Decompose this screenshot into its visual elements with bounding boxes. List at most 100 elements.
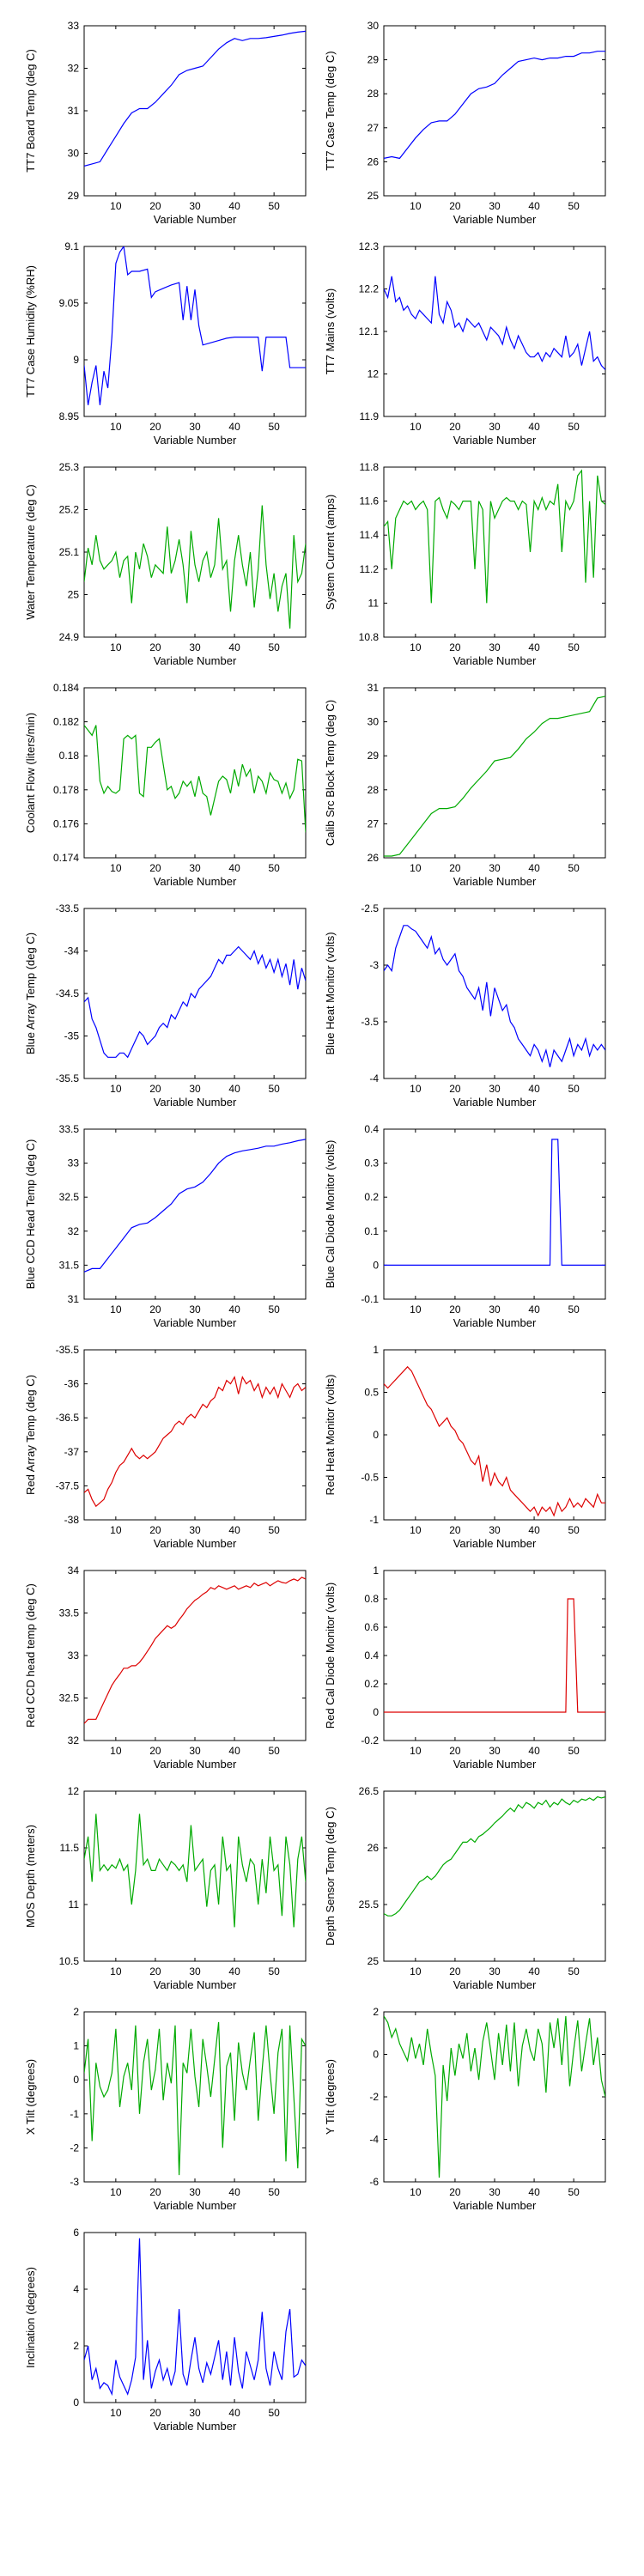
axes-frame: [83, 908, 307, 1079]
data-series-line: [384, 276, 605, 371]
x-axis-label: Variable Number: [453, 1316, 537, 1329]
axes-frame: [383, 1349, 606, 1521]
y-tick-label: 29: [368, 54, 380, 66]
x-tick-label: 20: [149, 421, 161, 433]
y-tick-label: -33.5: [56, 902, 80, 914]
x-axis-label: Variable Number: [154, 213, 237, 226]
x-tick-label: 10: [410, 1303, 422, 1315]
x-tick-label: 20: [149, 200, 161, 212]
y-tick-label: 12.1: [359, 325, 380, 337]
data-series-line: [84, 1577, 306, 1724]
x-tick-label: 20: [449, 641, 461, 653]
y-tick-label: 24.9: [59, 631, 80, 643]
chart-panel: 10 20 30 40 50 -38 -37.5 -37 -36.5 -36 -35.5 Variab…: [24, 1344, 307, 1550]
axes-frame: [83, 1790, 307, 1962]
x-tick-label: 50: [268, 2407, 280, 2419]
y-tick-label: 11: [69, 1899, 80, 1911]
x-tick-label: 30: [489, 641, 501, 653]
y-tick-label: 9: [73, 354, 79, 366]
y-axis-label: TT7 Case Temp (deg C): [324, 51, 337, 170]
x-axis-label: Variable Number: [453, 434, 537, 447]
y-tick-label: 28: [368, 784, 380, 796]
y-tick-label: -2.5: [361, 902, 379, 914]
x-tick-label: 40: [228, 200, 240, 212]
y-tick-label: 25: [368, 190, 380, 202]
x-tick-label: 30: [189, 421, 201, 433]
y-tick-label: 31: [68, 1293, 80, 1305]
y-tick-label: 4: [73, 2283, 79, 2295]
axes-frame: [383, 466, 606, 638]
data-series-line: [84, 1814, 306, 1928]
y-tick-label: 2: [373, 2006, 379, 2018]
y-axis-label: Blue CCD Head Temp (deg C): [24, 1139, 37, 1290]
x-tick-label: 10: [110, 2407, 122, 2419]
x-tick-label: 30: [489, 1303, 501, 1315]
x-tick-label: 20: [449, 200, 461, 212]
data-series-line: [84, 1139, 306, 1273]
x-tick-label: 20: [449, 1965, 461, 1978]
y-tick-label: 0.4: [364, 1649, 379, 1662]
y-axis-label: Water Temperature (deg C): [24, 484, 37, 620]
axes-frame: [83, 1570, 307, 1741]
x-tick-label: 40: [228, 862, 240, 874]
y-tick-label: -37.5: [56, 1479, 80, 1492]
x-tick-label: 40: [228, 1083, 240, 1095]
y-tick-label: 32.5: [59, 1692, 80, 1704]
y-tick-label: 0.174: [53, 852, 79, 864]
x-tick-label: 10: [410, 1524, 422, 1536]
x-tick-label: 20: [149, 2186, 161, 2198]
y-tick-label: -3.5: [361, 1016, 379, 1028]
data-series-line: [384, 51, 605, 160]
x-tick-label: 30: [189, 1745, 201, 1757]
data-series-line: [84, 246, 306, 405]
y-axis-label: Blue Heat Monitor (volts): [324, 932, 337, 1054]
y-tick-label: 25.3: [59, 461, 80, 473]
y-axis-label: Y Tilt (degrees): [324, 2059, 337, 2135]
x-tick-label: 50: [268, 1745, 280, 1757]
y-tick-label: 31.5: [59, 1259, 80, 1271]
y-tick-label: 2: [73, 2006, 79, 2018]
x-tick-label: 30: [489, 1524, 501, 1536]
y-tick-label: 30: [368, 716, 380, 728]
data-series-line: [384, 696, 605, 857]
x-tick-label: 50: [568, 1745, 580, 1757]
y-tick-label: -4: [369, 1072, 379, 1084]
y-tick-label: 0.18: [59, 750, 80, 762]
x-axis-label: Variable Number: [154, 434, 237, 447]
y-tick-label: 29: [368, 750, 380, 762]
data-series-line: [384, 1139, 605, 1267]
y-tick-label: 0.176: [53, 817, 79, 829]
y-axis-label: Calib Src Block Temp (deg C): [324, 700, 337, 846]
x-axis-label: Variable Number: [154, 1758, 237, 1771]
y-tick-label: 0.4: [364, 1123, 379, 1135]
data-series-line: [84, 2238, 306, 2397]
y-tick-label: 25.5: [359, 1899, 380, 1911]
y-tick-label: 0.5: [364, 1387, 379, 1399]
chart-panel: 10 20 30 40 50 -35.5 -35 -34.5 -34 -33.5 Variable …: [24, 902, 307, 1109]
x-tick-label: 20: [149, 862, 161, 874]
y-tick-label: -35.5: [56, 1072, 80, 1084]
chart-panel: 10 20 30 40 50 10.8 11 11.2 11.4 11.6 11.8 Variable…: [324, 461, 606, 667]
y-axis-label: TT7 Mains (volts): [324, 289, 337, 374]
y-tick-label: 10.8: [359, 631, 380, 643]
y-tick-label: -34.5: [56, 987, 80, 999]
y-tick-label: -0.2: [361, 1735, 379, 1747]
x-tick-label: 40: [228, 1303, 240, 1315]
x-tick-label: 10: [110, 1083, 122, 1095]
y-tick-label: -34: [64, 945, 80, 957]
x-tick-label: 40: [528, 862, 540, 874]
y-tick-label: 10.5: [59, 1955, 80, 1967]
x-tick-label: 20: [449, 421, 461, 433]
x-tick-label: 20: [149, 1303, 161, 1315]
x-axis-label: Variable Number: [453, 2199, 537, 2212]
y-tick-label: 25.1: [59, 546, 80, 558]
y-tick-label: 33: [68, 20, 80, 32]
y-tick-label: 32.5: [59, 1191, 80, 1203]
x-tick-label: 10: [410, 1965, 422, 1978]
x-tick-label: 40: [528, 641, 540, 653]
x-tick-label: 30: [189, 2407, 201, 2419]
data-series-line: [384, 469, 605, 604]
y-tick-label: -1: [70, 2108, 79, 2120]
x-tick-label: 40: [228, 641, 240, 653]
